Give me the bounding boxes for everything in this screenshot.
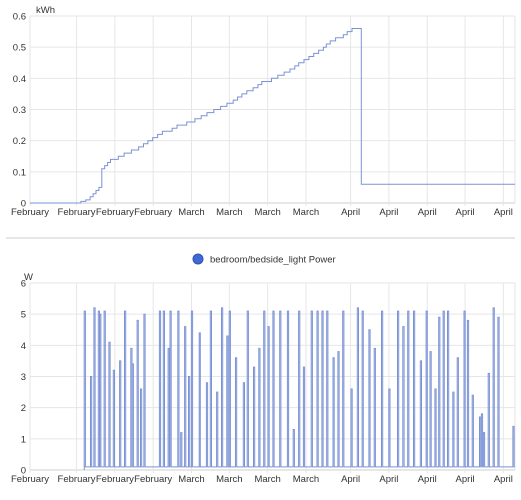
- x-tick-label: March: [293, 474, 319, 485]
- x-tick-label: March: [254, 207, 280, 218]
- x-tick-label: March: [216, 474, 242, 485]
- legend-marker: [192, 253, 204, 265]
- power-x-tick-labels: February February February February March Mar…: [11, 474, 513, 485]
- x-tick-label: April: [456, 207, 475, 218]
- x-tick-label: February: [134, 474, 172, 485]
- x-tick-label: March: [254, 474, 280, 485]
- y-tick-label: 4: [21, 341, 26, 352]
- energy-grid: [29, 15, 516, 206]
- x-tick-label: April: [494, 474, 513, 485]
- x-tick-label: April: [341, 207, 360, 218]
- legend-series-label: bedroom/bedside_light Power: [210, 255, 336, 266]
- energy-chart: kWh 00.10.20.30.40.50.6 February February…: [11, 5, 516, 218]
- y-tick-label: 0.5: [13, 43, 26, 54]
- y-tick-label: 3: [21, 372, 26, 383]
- x-tick-label: February: [11, 474, 49, 485]
- energy-y-unit-label: kWh: [36, 5, 55, 16]
- x-tick-label: April: [456, 474, 475, 485]
- y-tick-label: 0.4: [13, 74, 26, 85]
- y-tick-label: 0.1: [13, 167, 26, 178]
- y-tick-label: 5: [21, 310, 26, 321]
- x-tick-label: April: [341, 474, 360, 485]
- x-tick-label: February: [58, 207, 96, 218]
- x-tick-label: April: [418, 207, 437, 218]
- y-tick-label: 0.2: [13, 136, 26, 147]
- x-tick-label: February: [96, 207, 134, 218]
- x-tick-label: February: [134, 207, 172, 218]
- x-tick-label: March: [216, 207, 242, 218]
- y-tick-label: 1: [21, 434, 26, 445]
- energy-y-tick-labels: 0 0.1 0.2 0.3 0.4 0.5 0.6: [13, 12, 26, 210]
- power-y-unit-label: W: [24, 272, 33, 283]
- x-tick-label: February: [58, 474, 96, 485]
- y-tick-label: 0: [21, 199, 26, 210]
- x-tick-label: March: [178, 207, 204, 218]
- x-tick-label: April: [494, 207, 513, 218]
- y-tick-label: 0.6: [13, 12, 26, 23]
- y-tick-label: 6: [21, 279, 26, 290]
- x-tick-label: February: [11, 207, 49, 218]
- y-tick-label: 2: [21, 403, 26, 414]
- x-tick-label: March: [178, 474, 204, 485]
- x-tick-label: April: [379, 474, 398, 485]
- energy-x-tick-labels: February February February February March Mar…: [11, 207, 513, 218]
- energy-series-line: [30, 28, 515, 204]
- y-tick-label: 0: [21, 466, 26, 477]
- x-tick-label: February: [96, 474, 134, 485]
- y-tick-label: 0.3: [13, 105, 26, 116]
- power-series-line: [83, 307, 515, 470]
- x-tick-label: April: [379, 207, 398, 218]
- power-legend[interactable]: bedroom/bedside_light Power: [192, 253, 336, 266]
- x-tick-label: March: [293, 207, 319, 218]
- power-y-tick-labels: 0 1 2 3 4 5 6: [21, 279, 26, 477]
- x-tick-label: April: [418, 474, 437, 485]
